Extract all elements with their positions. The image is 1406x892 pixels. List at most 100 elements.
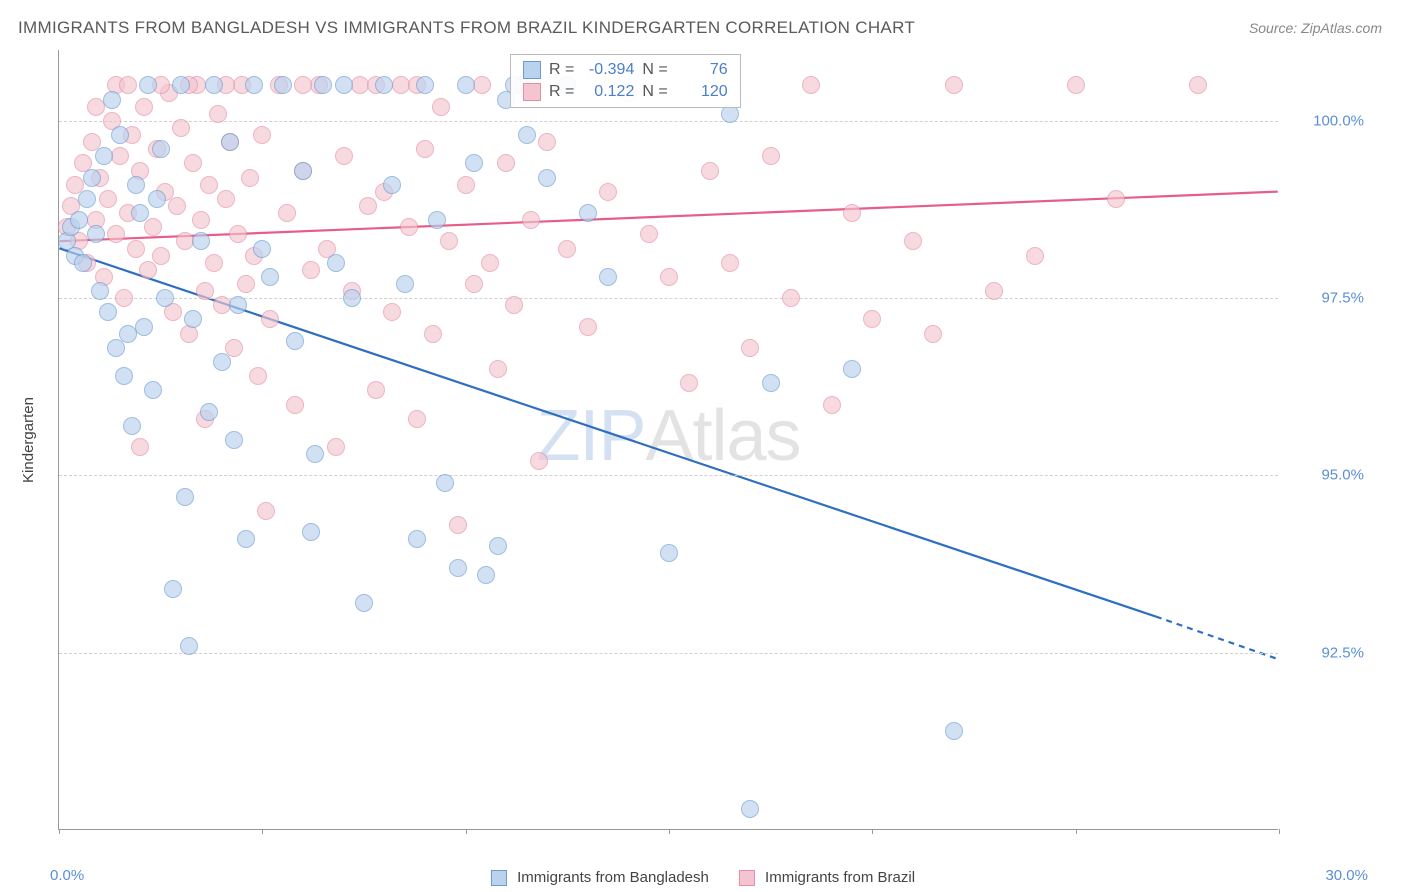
data-point-brazil (196, 282, 214, 300)
source-label: Source: ZipAtlas.com (1249, 20, 1382, 36)
data-point-bangladesh (477, 566, 495, 584)
n-value: 120 (676, 83, 728, 101)
r-label: R = (549, 83, 574, 101)
data-point-brazil (168, 197, 186, 215)
n-label: N = (642, 61, 667, 79)
data-point-brazil (505, 296, 523, 314)
data-point-brazil (802, 76, 820, 94)
data-point-bangladesh (91, 282, 109, 300)
data-point-bangladesh (229, 296, 247, 314)
data-point-brazil (278, 204, 296, 222)
data-point-bangladesh (579, 204, 597, 222)
data-point-brazil (640, 225, 658, 243)
data-point-bangladesh (156, 289, 174, 307)
swatch-brazil (523, 83, 541, 101)
data-point-brazil (473, 76, 491, 94)
data-point-bangladesh (99, 303, 117, 321)
legend-item-bangladesh: Immigrants from Bangladesh (491, 869, 709, 886)
data-point-brazil (253, 126, 271, 144)
data-point-bangladesh (660, 544, 678, 562)
data-point-bangladesh (945, 722, 963, 740)
data-point-brazil (261, 310, 279, 328)
data-point-bangladesh (428, 211, 446, 229)
data-point-bangladesh (127, 176, 145, 194)
data-point-brazil (522, 211, 540, 229)
data-point-brazil (408, 410, 426, 428)
data-point-brazil (119, 76, 137, 94)
data-point-bangladesh (436, 474, 454, 492)
x-tick-mark (466, 829, 467, 834)
data-point-bangladesh (221, 133, 239, 151)
data-point-brazil (1026, 247, 1044, 265)
legend-item-brazil: Immigrants from Brazil (739, 869, 915, 886)
data-point-brazil (225, 339, 243, 357)
n-value: 76 (676, 61, 728, 79)
data-point-bangladesh (489, 537, 507, 555)
data-point-bangladesh (245, 76, 263, 94)
data-point-brazil (131, 438, 149, 456)
x-tick-mark (59, 829, 60, 834)
n-label: N = (642, 83, 667, 101)
data-point-brazil (99, 190, 117, 208)
data-point-brazil (184, 154, 202, 172)
data-point-brazil (152, 247, 170, 265)
data-point-brazil (1107, 190, 1125, 208)
data-point-brazil (660, 268, 678, 286)
data-point-bangladesh (200, 403, 218, 421)
legend-label: Immigrants from Bangladesh (517, 869, 709, 886)
gridline (59, 653, 1278, 654)
data-point-bangladesh (274, 76, 292, 94)
y-tick-label: 97.5% (1321, 290, 1364, 307)
data-point-bangladesh (518, 126, 536, 144)
data-point-bangladesh (416, 76, 434, 94)
data-point-brazil (465, 275, 483, 293)
data-point-brazil (286, 396, 304, 414)
data-point-bangladesh (172, 76, 190, 94)
data-point-brazil (172, 119, 190, 137)
x-tick-mark (1279, 829, 1280, 834)
data-point-bangladesh (306, 445, 324, 463)
data-point-bangladesh (225, 431, 243, 449)
gridline (59, 475, 1278, 476)
data-point-brazil (205, 254, 223, 272)
data-point-brazil (701, 162, 719, 180)
data-point-bangladesh (286, 332, 304, 350)
data-point-bangladesh (355, 594, 373, 612)
data-point-brazil (823, 396, 841, 414)
y-tick-label: 100.0% (1313, 112, 1364, 129)
data-point-brazil (985, 282, 1003, 300)
data-point-brazil (359, 197, 377, 215)
data-point-bangladesh (78, 190, 96, 208)
data-point-brazil (457, 176, 475, 194)
data-point-brazil (135, 98, 153, 116)
data-point-brazil (721, 254, 739, 272)
data-point-brazil (192, 211, 210, 229)
data-point-bangladesh (261, 268, 279, 286)
data-point-brazil (367, 381, 385, 399)
data-point-brazil (558, 240, 576, 258)
data-point-bangladesh (383, 176, 401, 194)
data-point-brazil (782, 289, 800, 307)
data-point-bangladesh (152, 140, 170, 158)
data-point-brazil (335, 147, 353, 165)
data-point-brazil (1189, 76, 1207, 94)
data-point-brazil (217, 190, 235, 208)
r-value: -0.394 (582, 61, 634, 79)
data-point-brazil (400, 218, 418, 236)
swatch-brazil (739, 870, 755, 886)
data-point-bangladesh (343, 289, 361, 307)
data-point-bangladesh (119, 325, 137, 343)
data-point-bangladesh (375, 76, 393, 94)
data-point-brazil (139, 261, 157, 279)
data-point-brazil (1067, 76, 1085, 94)
data-point-bangladesh (762, 374, 780, 392)
data-point-brazil (127, 240, 145, 258)
y-axis-label: Kindergarten (20, 397, 37, 483)
data-point-brazil (945, 76, 963, 94)
data-point-bangladesh (843, 360, 861, 378)
data-point-brazil (489, 360, 507, 378)
data-point-bangladesh (408, 530, 426, 548)
data-point-bangladesh (314, 76, 332, 94)
data-point-brazil (741, 339, 759, 357)
x-axis-max-label: 30.0% (1325, 867, 1368, 884)
